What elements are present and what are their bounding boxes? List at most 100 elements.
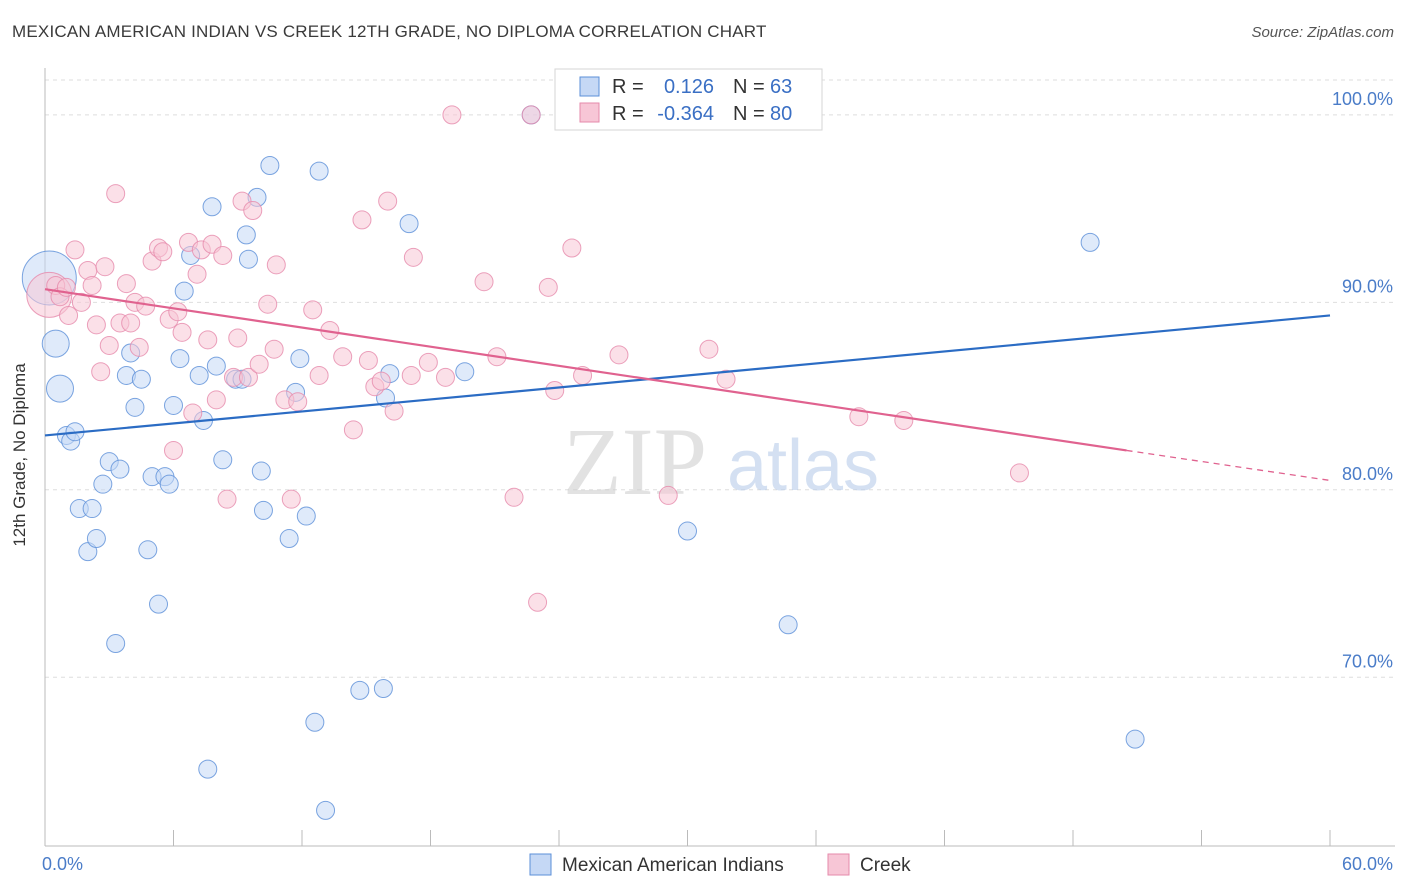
- data-point: [238, 249, 258, 269]
- data-point: [562, 238, 582, 258]
- data-point: [290, 349, 310, 369]
- data-point: [521, 105, 541, 125]
- data-point: [435, 367, 455, 387]
- data-point: [778, 615, 798, 635]
- stats-r-label-pink: R =: [612, 103, 644, 125]
- data-point: [238, 367, 258, 387]
- data-point: [82, 499, 102, 519]
- data-point: [78, 542, 98, 562]
- data-point: [305, 712, 325, 732]
- data-point: [236, 225, 256, 245]
- data-point: [125, 397, 145, 417]
- bottom-legend: Mexican American Indians Creek: [529, 853, 911, 876]
- data-point: [260, 155, 280, 175]
- data-point: [545, 380, 565, 400]
- data-point: [206, 356, 226, 376]
- data-point: [609, 345, 629, 365]
- data-point: [371, 371, 391, 391]
- legend-label-pink: Creek: [860, 855, 911, 876]
- data-point: [168, 302, 188, 322]
- data-point: [187, 264, 207, 284]
- data-point: [266, 255, 286, 275]
- y-tick-label: 90.0%: [1342, 276, 1393, 296]
- stats-r-value-pink: -0.364: [657, 103, 714, 125]
- x-tick-label: 60.0%: [1342, 854, 1393, 874]
- data-point: [164, 395, 183, 415]
- data-point: [213, 450, 233, 470]
- trend-line-extension: [1126, 449, 1331, 482]
- data-point: [358, 350, 378, 370]
- stats-n-value-blue: 63: [770, 76, 792, 98]
- data-point: [455, 362, 475, 382]
- data-point: [699, 339, 719, 359]
- legend-label-blue: Mexican American Indians: [562, 855, 784, 876]
- data-point: [45, 374, 74, 403]
- stats-n-label-blue: N =: [733, 76, 765, 98]
- data-point: [373, 679, 393, 699]
- stats-swatch-blue: [579, 76, 600, 97]
- data-point: [138, 540, 158, 560]
- stats-n-value-pink: 80: [770, 103, 792, 125]
- data-point: [71, 292, 91, 312]
- data-point: [206, 390, 226, 410]
- data-point: [106, 634, 126, 654]
- data-point: [288, 392, 308, 412]
- data-point: [243, 200, 263, 220]
- data-point: [303, 300, 323, 320]
- data-point: [399, 214, 419, 234]
- data-point: [82, 275, 102, 295]
- data-point: [249, 354, 269, 374]
- chart-title: MEXICAN AMERICAN INDIAN VS CREEK 12TH GR…: [12, 22, 767, 41]
- data-point: [86, 529, 106, 549]
- watermark: ZIP atlas: [563, 408, 879, 515]
- data-point: [129, 337, 149, 357]
- data-point: [504, 487, 524, 507]
- data-point: [403, 247, 423, 267]
- x-tick-label: 0.0%: [42, 854, 83, 874]
- data-point: [716, 369, 736, 389]
- stats-r-label-blue: R =: [612, 76, 644, 98]
- data-point: [384, 401, 404, 421]
- data-point: [153, 242, 173, 262]
- data-point: [309, 365, 329, 385]
- data-point: [65, 240, 85, 260]
- y-tick-labels: 70.0% 80.0% 90.0% 100.0%: [1332, 89, 1393, 671]
- data-point: [149, 594, 169, 614]
- series-creek: [26, 105, 1029, 612]
- data-point: [41, 329, 70, 358]
- y-tick-label: 100.0%: [1332, 89, 1393, 109]
- legend-swatch-pink: [827, 853, 850, 876]
- data-point: [106, 184, 126, 204]
- data-point: [350, 680, 370, 700]
- data-point: [333, 347, 353, 367]
- data-point: [159, 474, 179, 494]
- trend-line: [44, 288, 1127, 452]
- data-point: [296, 506, 316, 526]
- data-point: [110, 459, 130, 479]
- data-point: [170, 349, 190, 369]
- data-point: [99, 335, 119, 355]
- data-point: [198, 330, 218, 350]
- legend-swatch-blue: [529, 853, 552, 876]
- data-point: [91, 362, 111, 382]
- trend-lines: [44, 288, 1331, 482]
- data-point: [401, 365, 421, 385]
- data-point: [378, 191, 398, 211]
- data-point: [131, 369, 151, 389]
- data-point: [442, 105, 462, 125]
- data-point: [121, 313, 141, 333]
- data-point: [202, 197, 222, 217]
- data-point: [95, 257, 115, 277]
- data-point: [1009, 463, 1029, 483]
- watermark-zip: ZIP: [563, 408, 707, 515]
- data-point: [116, 274, 136, 294]
- data-point: [894, 410, 914, 430]
- data-point: [251, 461, 271, 481]
- y-tick-label: 70.0%: [1342, 651, 1393, 671]
- data-point: [264, 339, 284, 359]
- stats-swatch-pink: [579, 102, 600, 123]
- data-point: [213, 245, 233, 265]
- data-point: [217, 489, 237, 509]
- data-point: [1125, 729, 1145, 749]
- data-point: [343, 420, 363, 440]
